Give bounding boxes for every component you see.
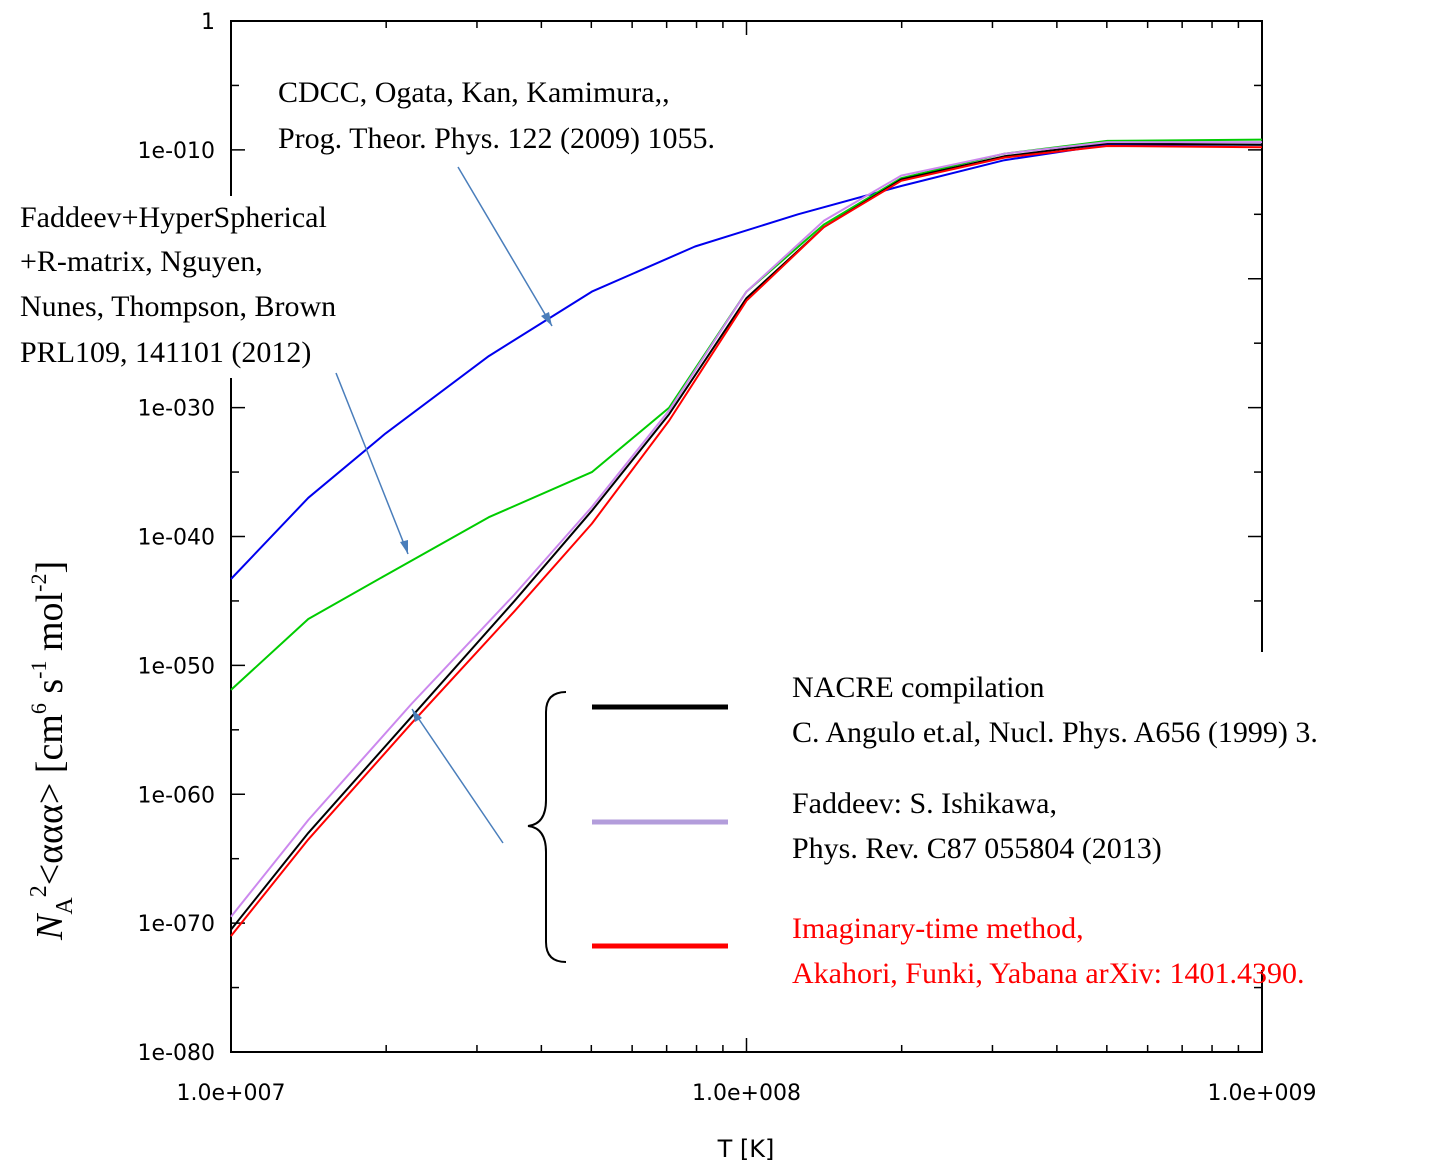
annotation-faddeev-hs-line-2: +R-matrix, Nguyen, xyxy=(20,245,263,278)
x-tick-labels: 1.0e+007 1.0e+008 1.0e+009 xyxy=(177,1081,1317,1106)
annotation-faddeev-hs-line-1: Faddeev+HyperSpherical xyxy=(20,201,327,234)
x-tick-label: 1.0e+008 xyxy=(692,1081,801,1106)
legend-arrow xyxy=(411,708,504,844)
x-tick-label: 1.0e+007 xyxy=(177,1081,286,1106)
x-tick-label: 1.0e+009 xyxy=(1208,1081,1317,1106)
y-tick-label: 1 xyxy=(201,10,215,35)
series-layer xyxy=(230,138,1263,937)
annotation-cdcc-arrow xyxy=(457,166,553,327)
y-tick-label: 1e-070 xyxy=(138,912,215,937)
x-axis-title: T [K] xyxy=(717,1135,775,1163)
series-line-3 xyxy=(230,141,1262,918)
legend-nacre-line-1: NACRE compilation xyxy=(792,671,1044,704)
y-tick-label: 1e-010 xyxy=(138,139,215,164)
legend-brace xyxy=(527,691,567,963)
annotation-cdcc-line-2: Prog. Theor. Phys. 122 (2009) 1055. xyxy=(278,122,715,155)
legend-faddeev-line-2: Phys. Rev. C87 055804 (2013) xyxy=(792,832,1162,865)
y-axis-title: NA2<ααα> [cm6 s-1 mol-2] xyxy=(26,561,78,941)
y-tick-label: 1e-060 xyxy=(138,783,215,808)
svg-text:NA2<ααα> [cm6 s-1 mol-2]: NA2<ααα> [cm6 s-1 mol-2] xyxy=(26,561,78,941)
legend-imaginary-time-line-1: Imaginary-time method, xyxy=(792,912,1084,945)
annotation-faddeev-hs-line-4: PRL109, 141101 (2012) xyxy=(20,336,311,369)
annotation-cdcc-line-1: CDCC, Ogata, Kan, Kamimura,, xyxy=(278,76,670,109)
y-tick-label: 1e-080 xyxy=(138,1041,215,1066)
legend-nacre-line-2: C. Angulo et.al, Nucl. Phys. A656 (1999)… xyxy=(792,716,1318,749)
annotation-faddeev-hs-line-3: Nunes, Thompson, Brown xyxy=(20,290,336,323)
annotation-faddeev-hs-arrow xyxy=(335,372,409,555)
y-tick-label: 1e-050 xyxy=(138,654,215,679)
series-line-4 xyxy=(230,145,1263,937)
y-tick-label: 1e-040 xyxy=(138,526,215,551)
y-tick-labels: 1 1e-010 1e-030 1e-040 1e-050 1e-060 1e-070 1e-… xyxy=(138,10,215,1066)
annotation-2-bg xyxy=(12,196,424,378)
series-line-2 xyxy=(230,142,1263,931)
y-tick-label: 1e-030 xyxy=(138,397,215,422)
series-line-0 xyxy=(230,143,1262,580)
annotation-cdcc-arrowhead xyxy=(541,312,552,326)
legend-faddeev-line-1: Faddeev: S. Ishikawa, xyxy=(792,787,1057,820)
annotation-1-bg xyxy=(270,68,826,158)
legend-imaginary-time-line-2: Akahori, Funki, Yabana arXiv: 1401.4390. xyxy=(792,957,1304,990)
legend-arrowhead xyxy=(412,709,422,722)
annotation-faddeev-hs-arrowhead xyxy=(400,540,408,554)
